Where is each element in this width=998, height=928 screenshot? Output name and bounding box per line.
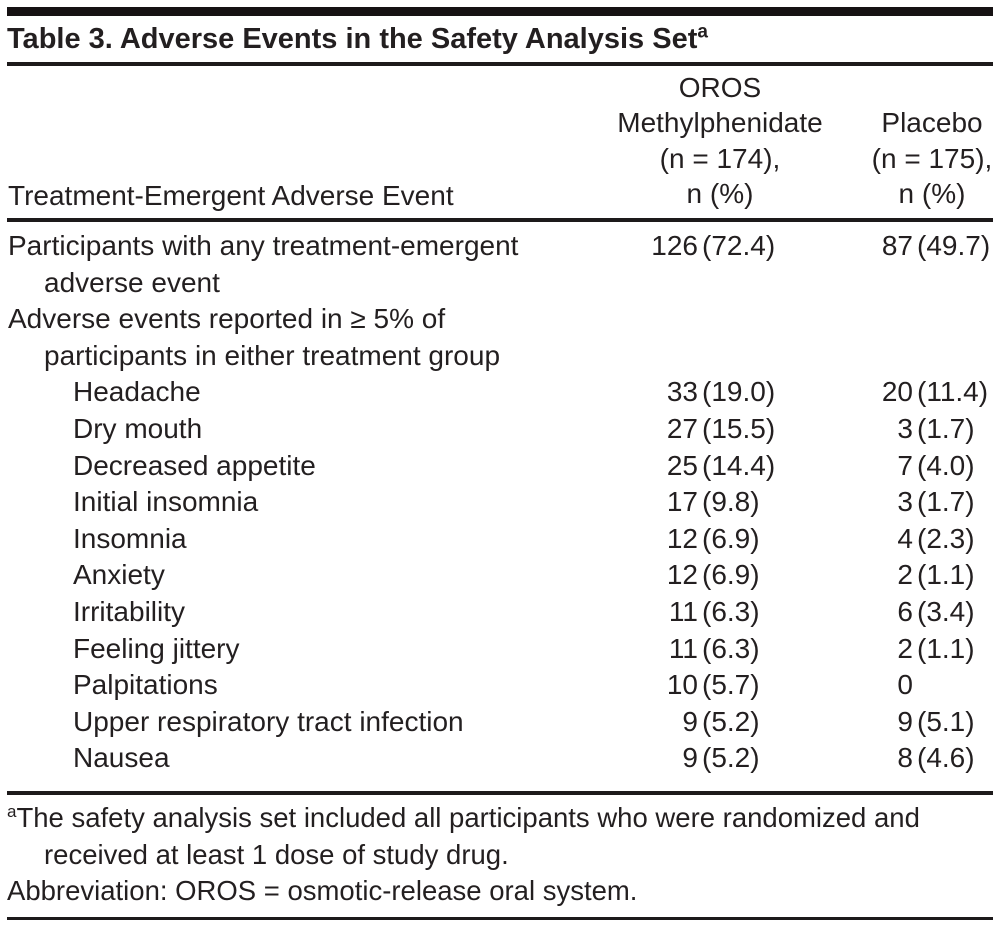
table-row: Adverse events reported in ≥ 5% of: [7, 301, 993, 338]
oros-value: [645, 265, 785, 302]
oros-value: 9 (5.2): [682, 705, 760, 737]
row-label: Feeling jittery: [73, 632, 240, 664]
placebo-value: 87 (49.7): [881, 230, 991, 261]
oros-value: 25 (14.4): [666, 449, 776, 481]
oros-value: 12 (6.9): [666, 522, 760, 554]
body-footer-divider: [7, 791, 993, 795]
placebo-value: 0: [897, 669, 913, 701]
table-row: Irritability 11 (6.3) 6 (3.4): [7, 594, 993, 631]
row-label: adverse event: [44, 266, 220, 298]
row-label: Palpitations: [73, 669, 218, 701]
placebo-value: 2 (1.1): [897, 632, 975, 664]
table-row: Upper respiratory tract infection 9 (5.2)…: [7, 704, 993, 741]
placebo-value: 20 (11.4): [881, 376, 989, 408]
table-row: Feeling jittery 11 (6.3) 2 (1.1): [7, 631, 993, 668]
bottom-rule: [7, 917, 993, 920]
placebo-value: 9 (5.1): [897, 705, 975, 737]
row-label: Initial insomnia: [73, 486, 259, 518]
placebo-value: 4 (2.3): [897, 522, 975, 554]
placebo-header-line: n (%): [898, 178, 966, 210]
table-title: Table 3. Adverse Events in the Safety An…: [7, 16, 993, 62]
table-row: adverse event: [7, 265, 993, 302]
placebo-value: [869, 301, 993, 338]
table-title-text: Table 3. Adverse Events in the Safety An…: [7, 23, 698, 55]
row-label: Anxiety: [73, 559, 165, 591]
footnote-a-marker: a: [7, 801, 17, 821]
placebo-value: 8 (4.6): [897, 742, 975, 774]
oros-value: 27 (15.5): [666, 412, 776, 444]
footnote-a-line2: received at least 1 dose of study drug.: [44, 838, 509, 870]
placebo-value: [869, 265, 993, 302]
oros-value: 9 (5.2): [682, 742, 760, 774]
row-label: Dry mouth: [73, 412, 203, 444]
column-header-oros: OROS Methylphenidate (n = 174), n (%): [617, 70, 822, 212]
table-row: Decreased appetite 25 (14.4) 7 (4.0): [7, 448, 993, 485]
oros-value: [645, 338, 785, 375]
row-label: Upper respiratory tract infection: [73, 705, 464, 737]
title-divider: [7, 62, 993, 66]
table-row: participants in either treatment group: [7, 338, 993, 375]
oros-header-line: Methylphenidate: [617, 107, 823, 139]
oros-header-line: OROS: [678, 71, 762, 103]
placebo-value: [869, 338, 993, 375]
oros-value: 12 (6.9): [666, 559, 760, 591]
placebo-value: 6 (3.4): [897, 595, 975, 627]
placebo-value: 3 (1.7): [897, 486, 975, 518]
row-label: Nausea: [73, 742, 170, 774]
column-header-placebo: Placebo (n = 175), n (%): [872, 105, 993, 212]
table-row: Anxiety 12 (6.9) 2 (1.1): [7, 557, 993, 594]
table-header: Treatment-Emergent Adverse Event OROS Me…: [7, 66, 993, 218]
oros-value: [645, 301, 785, 338]
oros-value: 11 (6.3): [668, 632, 760, 664]
table-row: Palpitations 10 (5.7) 0: [7, 667, 993, 704]
oros-header-line: (n = 174),: [659, 142, 781, 174]
top-black-bar: [7, 7, 993, 16]
table-row: Insomnia 12 (6.9) 4 (2.3): [7, 521, 993, 558]
table-row: Participants with any treatment-emergent…: [7, 228, 993, 265]
footnote-a-line1: aThe safety analysis set included all pa…: [7, 801, 920, 833]
oros-value: 10 (5.7): [666, 669, 760, 701]
row-label: Insomnia: [73, 522, 187, 554]
row-label: Participants with any treatment-emergent: [8, 230, 519, 261]
table-row: Nausea 9 (5.2) 8 (4.6): [7, 740, 993, 777]
row-label: Decreased appetite: [73, 449, 316, 481]
row-label: Adverse events reported in ≥ 5% of: [8, 303, 446, 335]
oros-value: 11 (6.3): [668, 595, 760, 627]
placebo-value: 3 (1.7): [897, 412, 975, 444]
table-body: Participants with any treatment-emergent…: [7, 222, 993, 791]
header-divider: [7, 218, 993, 222]
placebo-value: 7 (4.0): [897, 449, 975, 481]
footnote-abbreviation: Abbreviation: OROS = osmotic-release ora…: [7, 875, 638, 907]
oros-value: 126 (72.4): [651, 230, 776, 261]
row-label: Headache: [73, 376, 201, 408]
oros-value: 17 (9.8): [666, 486, 760, 518]
oros-header-line: n (%): [686, 178, 754, 210]
oros-value: 33 (19.0): [666, 376, 776, 408]
row-label: participants in either treatment group: [44, 339, 501, 371]
row-label: Irritability: [73, 595, 186, 627]
table-figure: Table 3. Adverse Events in the Safety An…: [7, 0, 993, 920]
table-row: Headache 33 (19.0) 20 (11.4): [7, 374, 993, 411]
table-row: Initial insomnia 17 (9.8) 3 (1.7): [7, 484, 993, 521]
table-row: Dry mouth 27 (15.5) 3 (1.7): [7, 411, 993, 448]
table-footnotes: aThe safety analysis set included all pa…: [7, 795, 993, 917]
placebo-header-line: Placebo: [881, 107, 983, 139]
column-header-adverse-event: Treatment-Emergent Adverse Event: [8, 180, 454, 211]
placebo-header-line: (n = 175),: [871, 142, 993, 174]
placebo-value: 2 (1.1): [897, 559, 975, 591]
table-title-superscript: a: [697, 21, 708, 43]
